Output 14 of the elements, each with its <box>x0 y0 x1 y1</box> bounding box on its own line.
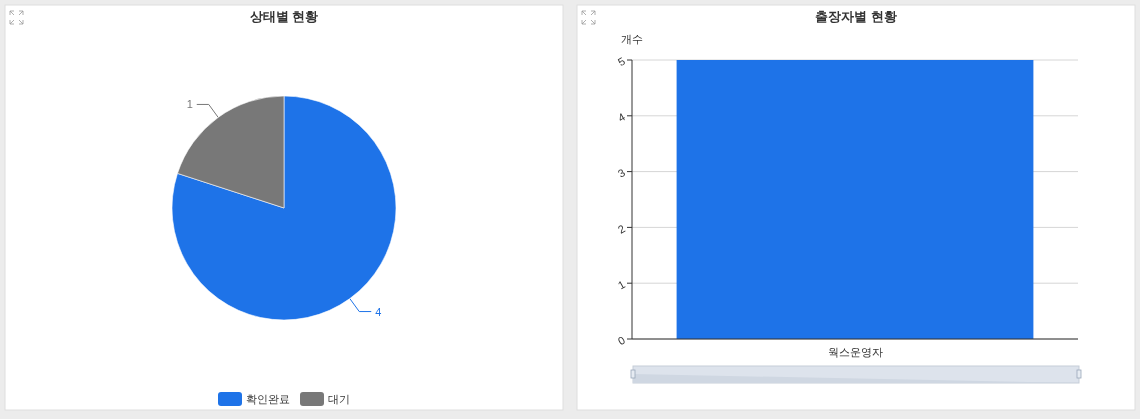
y-tick-label: 5 <box>615 54 627 69</box>
data-label: 4 <box>375 305 382 318</box>
y-tick-label: 3 <box>615 166 627 180</box>
chart-title: 상태별 현황 <box>249 9 319 24</box>
y-axis-title: 개수 <box>621 33 643 45</box>
legend-label: 확인완료 <box>246 393 290 405</box>
y-tick-label: 2 <box>615 222 627 236</box>
x-tick-label: 웍스운영자 <box>827 346 883 358</box>
legend-label: 대기 <box>328 393 350 405</box>
data-label: 1 <box>186 98 193 111</box>
chart-title: 출장자별 현황 <box>815 9 897 24</box>
y-tick-label: 1 <box>615 278 627 292</box>
y-tick-label: 0 <box>615 333 627 348</box>
y-tick-label: 4 <box>615 110 627 125</box>
